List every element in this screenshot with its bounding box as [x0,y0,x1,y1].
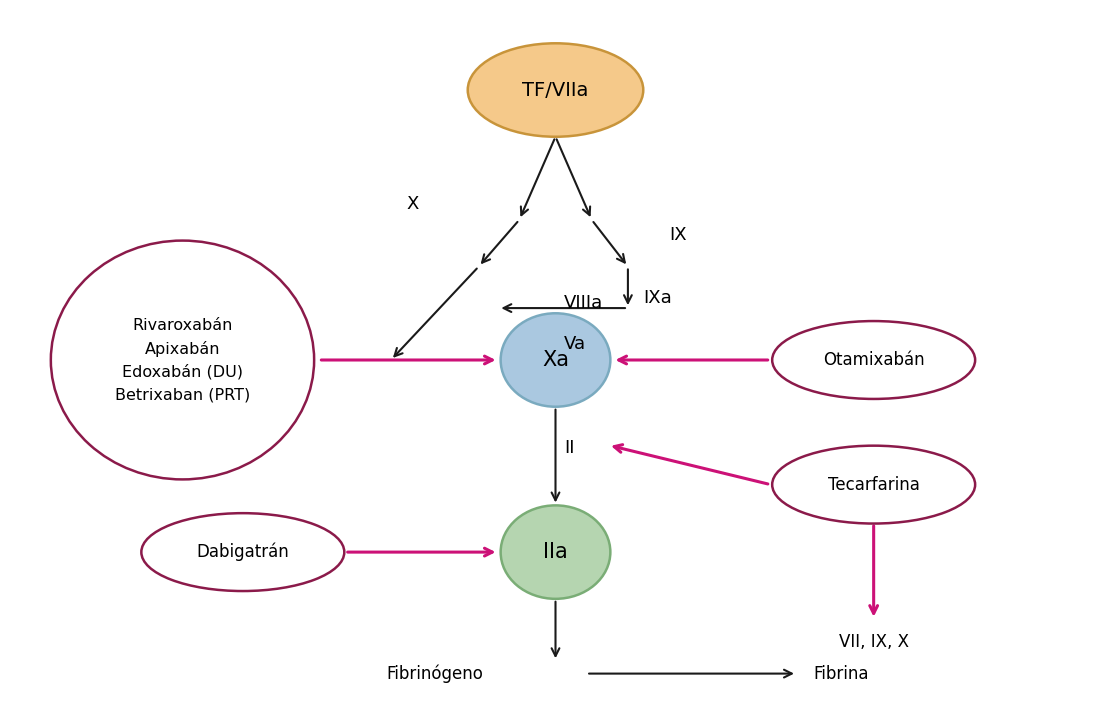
Text: TF/VIIa: TF/VIIa [522,81,589,99]
Text: VIIIa: VIIIa [564,294,603,312]
Text: IX: IX [670,226,688,244]
Text: Fibrina: Fibrina [813,665,869,683]
Ellipse shape [51,240,314,480]
Text: Fibrinógeno: Fibrinógeno [387,665,483,683]
Text: VII, IX, X: VII, IX, X [839,634,909,652]
Ellipse shape [772,446,975,523]
Text: Otamixabán: Otamixabán [823,351,924,369]
Text: IXa: IXa [643,289,672,307]
Text: Va: Va [564,336,587,354]
Text: Tecarfarina: Tecarfarina [828,476,920,494]
Text: Dabigatrán: Dabigatrán [197,543,289,562]
Text: X: X [407,195,419,213]
Ellipse shape [141,513,344,591]
Text: Xa: Xa [542,350,569,370]
Ellipse shape [501,505,610,599]
Text: IIa: IIa [543,542,568,562]
Ellipse shape [501,313,610,407]
Text: II: II [564,439,574,457]
Ellipse shape [468,43,643,137]
Ellipse shape [772,321,975,399]
Text: Rivaroxabán
Apixabán
Edoxabán (DU)
Betrixaban (PRT): Rivaroxabán Apixabán Edoxabán (DU) Betri… [114,318,250,402]
